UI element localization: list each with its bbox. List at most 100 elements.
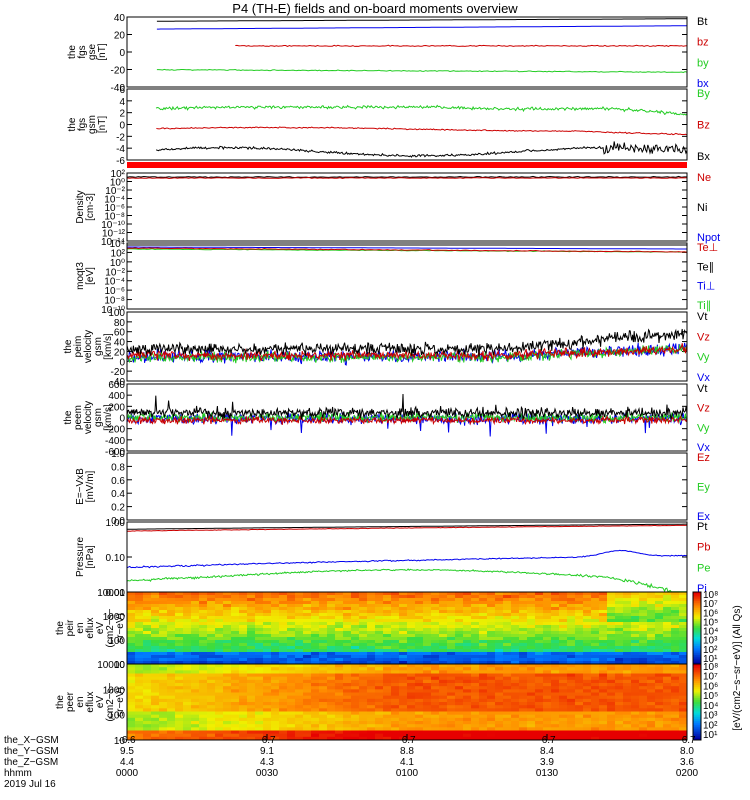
spectrogram-cell	[647, 598, 656, 602]
spectrogram-cell	[519, 708, 528, 712]
spectrogram-cell	[551, 622, 560, 626]
spectrogram-cell	[679, 592, 688, 596]
spectrogram-cell	[543, 673, 552, 678]
spectrogram-cell	[607, 733, 616, 738]
spectrogram-cell	[343, 667, 352, 671]
spectrogram-cell	[519, 679, 528, 684]
spectrogram-cell	[543, 625, 552, 629]
spectrogram-cell	[247, 692, 256, 697]
spectrogram-cell	[671, 661, 680, 665]
spectrogram-cell	[311, 714, 320, 719]
spectrogram-cell	[479, 708, 488, 712]
spectrogram-cell	[271, 714, 280, 719]
spectrogram-cell	[663, 619, 672, 623]
spectrogram-cell	[471, 676, 480, 681]
spectrogram-cell	[423, 595, 432, 599]
spectrogram-cell	[487, 717, 496, 722]
spectrogram-cell	[487, 649, 496, 653]
spectrogram-cell	[151, 683, 160, 687]
spectrogram-cell	[647, 625, 656, 629]
spectrogram-cell	[311, 679, 320, 684]
spectrogram-cell	[679, 598, 688, 602]
spectrogram-cell	[175, 664, 184, 668]
spectrogram-cell	[319, 730, 328, 735]
spectrogram-cell	[399, 634, 408, 638]
spectrogram-cell	[255, 730, 264, 735]
spectrogram-cell	[247, 711, 256, 716]
spectrogram-cell	[311, 727, 320, 731]
spectrogram-cell	[463, 714, 472, 719]
spectrogram-cell	[575, 637, 584, 641]
spectrogram-cell	[559, 616, 568, 620]
y-axis-label: Pressure[nPa]	[75, 537, 96, 577]
spectrogram-cell	[239, 679, 248, 684]
spectrogram-cell	[559, 598, 568, 602]
spectrogram-cell	[183, 658, 192, 662]
spectrogram-cell	[487, 702, 496, 706]
spectrogram-cell	[679, 730, 688, 735]
spectrogram-cell	[447, 610, 456, 614]
spectrogram-cell	[543, 631, 552, 635]
spectrogram-cell	[455, 595, 464, 599]
spectrogram-cell	[327, 634, 336, 638]
spectrogram-cell	[287, 717, 296, 722]
spectrogram-cell	[263, 724, 272, 728]
spectrogram-cell	[135, 692, 144, 697]
spectrogram-cell	[327, 658, 336, 662]
spectrogram-cell	[623, 619, 632, 623]
colorbar-cell	[693, 624, 701, 627]
spectrogram-cell	[127, 607, 136, 611]
series-vt-i	[126, 328, 688, 357]
spectrogram-cell	[167, 730, 176, 735]
spectrogram-cell	[303, 613, 312, 617]
spectrogram-cell	[431, 695, 440, 700]
spectrogram-cell	[447, 601, 456, 605]
spectrogram-cell	[295, 683, 304, 687]
spectrogram-cell	[287, 721, 296, 725]
spectrogram-cell	[135, 619, 144, 623]
spectrogram-cell	[423, 598, 432, 602]
spectrogram-cell	[663, 692, 672, 697]
spectrogram-cell	[135, 649, 144, 653]
spectrogram-cell	[511, 637, 520, 641]
legend-ex: Ex	[697, 511, 710, 523]
spectrogram-cell	[375, 628, 384, 632]
spectrogram-cell	[495, 683, 504, 687]
spectrogram-cell	[663, 724, 672, 728]
spectrogram-cell	[479, 736, 488, 741]
spectrogram-cell	[655, 686, 664, 690]
spectrogram-cell	[463, 619, 472, 623]
spectrogram-cell	[503, 598, 512, 602]
spectrogram-cell	[463, 664, 472, 668]
spectrogram-cell	[183, 727, 192, 731]
spectrogram-cell	[447, 646, 456, 650]
spectrogram-cell	[255, 683, 264, 687]
spectrogram-cell	[423, 661, 432, 665]
spectrogram-cell	[583, 683, 592, 687]
spectrogram-cell	[239, 595, 248, 599]
spectrogram-cell	[455, 616, 464, 620]
spectrogram-cell	[399, 698, 408, 703]
spectrogram-cell	[407, 711, 416, 716]
spectrogram-cell	[631, 607, 640, 611]
spectrogram-cell	[535, 592, 544, 596]
spectrogram-cell	[455, 711, 464, 716]
spectrogram-cell	[631, 634, 640, 638]
spectrogram-cell	[295, 613, 304, 617]
spectrogram-cell	[351, 711, 360, 716]
spectrogram-cell	[639, 643, 648, 647]
spectrogram-cell	[503, 604, 512, 608]
spectrogram-cell	[479, 655, 488, 659]
spectrogram-cell	[223, 616, 232, 620]
spectrogram-cell	[375, 613, 384, 617]
spectrogram-cell	[655, 676, 664, 681]
spectrogram-cell	[351, 702, 360, 706]
spectrogram-cell	[319, 667, 328, 671]
spectrogram-cell	[343, 616, 352, 620]
spectrogram-cell	[279, 649, 288, 653]
spectrogram-cell	[303, 676, 312, 681]
spectrogram-cell	[263, 721, 272, 725]
spectrogram-cell	[319, 592, 328, 596]
spectrogram-cell	[447, 717, 456, 722]
spectrogram-cell	[495, 695, 504, 700]
